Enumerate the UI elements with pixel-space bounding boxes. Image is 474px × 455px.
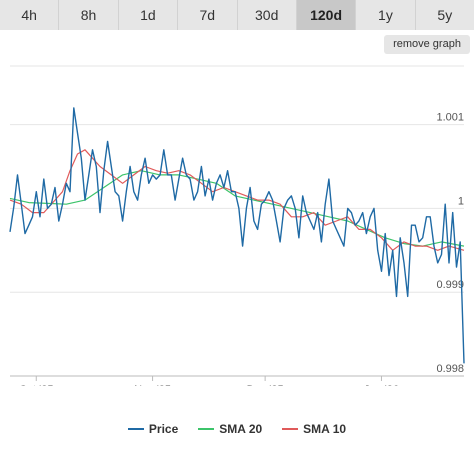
- legend-label-sma20: SMA 20: [219, 422, 263, 436]
- x-tick-label: Oct '25: [19, 384, 54, 386]
- series-line-price: [9, 107, 465, 364]
- tab-120d[interactable]: 120d: [296, 0, 357, 30]
- x-tick-label: Dec '25: [247, 384, 284, 386]
- legend-item-sma10[interactable]: SMA 10: [282, 422, 346, 436]
- price-chart: 0.998 0.999 1 1.001 Oct '25 Nov '25 Dec '25 Ja…: [9, 65, 465, 386]
- grid-lines: [10, 65, 464, 381]
- tab-30d[interactable]: 30d: [237, 0, 297, 30]
- tab-5y[interactable]: 5y: [415, 0, 474, 30]
- y-tick-label: 1.001: [436, 112, 464, 124]
- tab-7d[interactable]: 7d: [178, 0, 238, 30]
- y-tick-label: 1: [458, 195, 464, 207]
- x-tick-label: Jan '26: [364, 384, 399, 386]
- x-tick-label: Nov '25: [134, 384, 171, 386]
- remove-graph-button[interactable]: remove graph: [384, 35, 470, 54]
- tab-1y[interactable]: 1y: [356, 0, 416, 30]
- y-tick-labels: 0.998 0.999 1 1.001: [436, 112, 464, 375]
- legend-label-price: Price: [148, 422, 179, 436]
- legend-label-sma10: SMA 10: [303, 422, 347, 436]
- tab-1d[interactable]: 1d: [118, 0, 179, 30]
- legend-swatch-sma10: [282, 428, 299, 430]
- legend-item-price[interactable]: Price: [127, 422, 179, 436]
- x-tick-labels: Oct '25 Nov '25 Dec '25 Jan '26: [19, 384, 399, 386]
- chart-legend: Price SMA 20 SMA 10: [0, 420, 474, 438]
- legend-swatch-sma20: [198, 428, 215, 430]
- tab-4h[interactable]: 4h: [0, 0, 60, 30]
- tab-8h[interactable]: 8h: [59, 0, 119, 30]
- series-lines: [9, 107, 465, 364]
- legend-item-sma20[interactable]: SMA 20: [198, 422, 262, 436]
- legend-swatch-price: [127, 428, 144, 430]
- y-tick-label: 0.998: [436, 363, 464, 375]
- timeframe-tabs: 4h 8h 1d 7d 30d 120d 1y 5y: [0, 0, 474, 30]
- y-tick-label: 0.999: [436, 279, 464, 291]
